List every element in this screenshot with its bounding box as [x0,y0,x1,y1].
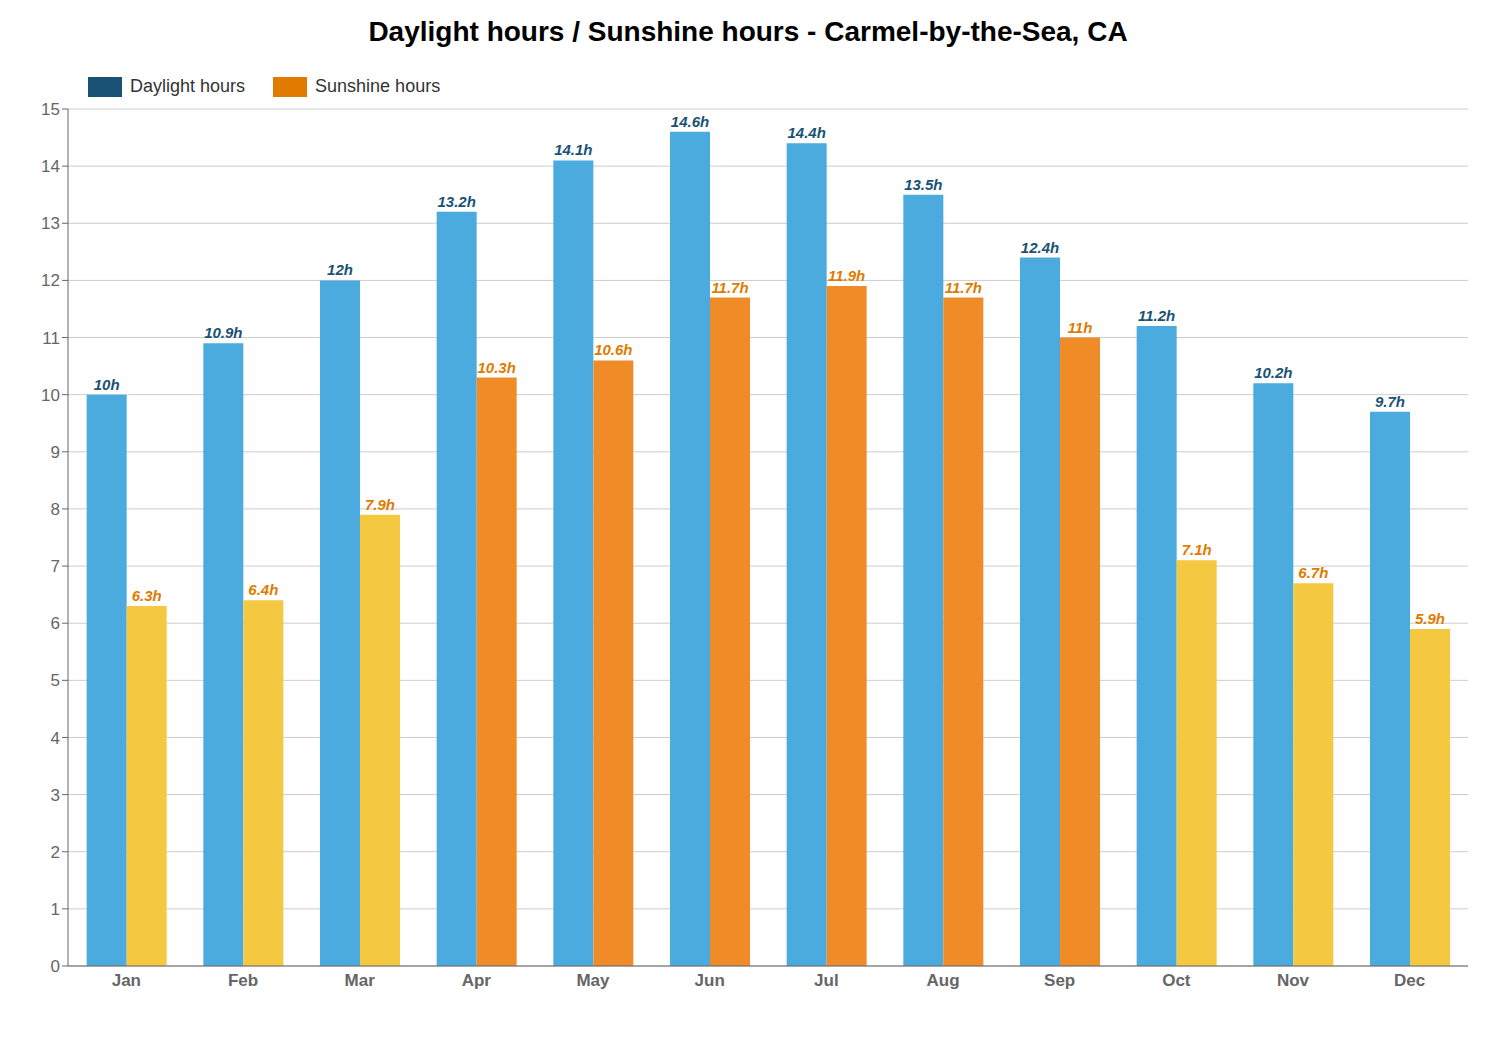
svg-text:10: 10 [41,386,60,405]
svg-text:11.2h: 11.2h [1138,307,1175,324]
svg-text:10.3h: 10.3h [477,359,515,376]
svg-text:14.1h: 14.1h [554,141,592,158]
svg-text:7.9h: 7.9h [365,496,395,513]
svg-text:12.4h: 12.4h [1021,239,1059,256]
svg-text:14.6h: 14.6h [671,113,709,130]
svg-text:Jan: Jan [112,971,141,990]
svg-text:Mar: Mar [345,971,376,990]
svg-text:5: 5 [51,671,60,690]
svg-text:9.7h: 9.7h [1375,393,1405,410]
svg-text:3: 3 [51,786,60,805]
svg-text:6.3h: 6.3h [132,587,162,604]
svg-text:10.9h: 10.9h [204,324,242,341]
svg-text:5.9h: 5.9h [1415,610,1445,627]
svg-text:Dec: Dec [1394,971,1425,990]
html-text:Daylight hours: Daylight hours [130,76,246,96]
svg-text:6: 6 [51,614,60,633]
html-text:Daylight hours / Sunshine hour: Daylight hours / Sunshine hours - Carmel… [368,16,1128,47]
svg-text:10.6h: 10.6h [594,341,632,358]
svg-text:Nov: Nov [1277,971,1310,990]
svg-text:7.1h: 7.1h [1182,541,1212,558]
html-text:Sunshine hours: Sunshine hours [315,76,441,96]
svg-text:6.4h: 6.4h [248,581,278,598]
svg-text:Sep: Sep [1044,971,1075,990]
svg-text:6.7h: 6.7h [1298,564,1328,581]
svg-text:11.7h: 11.7h [711,279,748,296]
svg-text:9: 9 [51,443,60,462]
svg-text:Jul: Jul [814,971,839,990]
svg-text:11h: 11h [1068,319,1093,336]
svg-text:14.4h: 14.4h [787,124,825,141]
svg-text:12: 12 [41,271,60,290]
svg-text:Aug: Aug [926,971,959,990]
svg-text:8: 8 [51,500,60,519]
svg-text:11.9h: 11.9h [828,267,865,284]
svg-text:11.7h: 11.7h [945,279,982,296]
svg-text:13.5h: 13.5h [904,176,942,193]
svg-text:13.2h: 13.2h [437,193,475,210]
svg-text:15: 15 [41,100,60,119]
svg-text:14: 14 [41,157,60,176]
svg-text:10h: 10h [94,376,120,393]
svg-text:Apr: Apr [462,971,492,990]
svg-text:Oct: Oct [1162,971,1191,990]
svg-text:May: May [576,971,610,990]
svg-text:4: 4 [51,729,60,748]
svg-text:Jun: Jun [695,971,725,990]
svg-text:13: 13 [41,214,60,233]
svg-text:12h: 12h [327,261,353,278]
svg-text:1: 1 [51,900,60,919]
svg-text:11: 11 [42,329,60,348]
svg-text:2: 2 [51,843,60,862]
svg-text:0: 0 [51,957,60,976]
svg-text:10.2h: 10.2h [1254,364,1292,381]
svg-text:7: 7 [51,557,60,576]
svg-text:Feb: Feb [228,971,258,990]
